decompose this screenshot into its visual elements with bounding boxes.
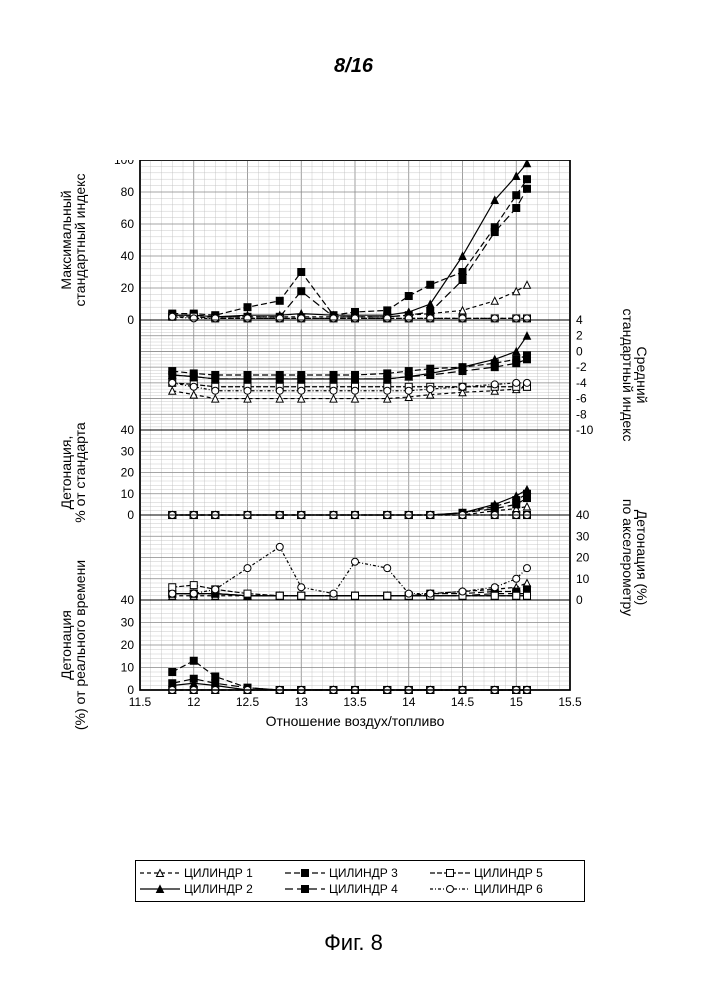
legend-item-c3: ЦИЛИНДР 3 bbox=[285, 866, 430, 880]
svg-text:15: 15 bbox=[510, 695, 524, 709]
svg-text:11.5: 11.5 bbox=[129, 695, 152, 709]
chart-container: 020406080100Максимальныйстандартный инде… bbox=[60, 160, 650, 840]
svg-text:-6: -6 bbox=[576, 392, 587, 406]
svg-text:14.5: 14.5 bbox=[451, 695, 475, 709]
svg-text:20: 20 bbox=[121, 466, 135, 480]
legend: ЦИЛИНДР 1ЦИЛИНДР 3ЦИЛИНДР 5ЦИЛИНДР 2ЦИЛИ… bbox=[135, 860, 585, 902]
svg-text:13.5: 13.5 bbox=[343, 695, 367, 709]
svg-text:стандартный индекс: стандартный индекс bbox=[72, 174, 88, 307]
legend-item-c4: ЦИЛИНДР 4 bbox=[285, 882, 430, 896]
svg-text:40: 40 bbox=[121, 423, 135, 437]
svg-text:80: 80 bbox=[121, 185, 135, 199]
svg-text:12.5: 12.5 bbox=[236, 695, 260, 709]
svg-text:% от стандарта: % от стандарта bbox=[72, 422, 88, 523]
svg-text:стандартный индекс: стандартный индекс bbox=[620, 309, 636, 442]
legend-item-c2: ЦИЛИНДР 2 bbox=[140, 882, 285, 896]
svg-text:20: 20 bbox=[576, 551, 590, 565]
svg-text:12: 12 bbox=[187, 695, 201, 709]
chart-svg: 020406080100Максимальныйстандартный инде… bbox=[60, 160, 650, 760]
svg-text:20: 20 bbox=[121, 281, 135, 295]
legend-item-c6: ЦИЛИНДР 6 bbox=[430, 882, 575, 896]
svg-text:40: 40 bbox=[576, 508, 590, 522]
svg-text:0: 0 bbox=[576, 593, 583, 607]
svg-text:30: 30 bbox=[121, 616, 135, 630]
svg-text:14: 14 bbox=[402, 695, 416, 709]
svg-text:-4: -4 bbox=[576, 376, 587, 390]
svg-text:100: 100 bbox=[114, 160, 134, 167]
svg-text:0: 0 bbox=[127, 508, 134, 522]
svg-text:60: 60 bbox=[121, 217, 135, 231]
svg-text:0: 0 bbox=[127, 313, 134, 327]
svg-text:15.5: 15.5 bbox=[558, 695, 582, 709]
legend-item-c1: ЦИЛИНДР 1 bbox=[140, 866, 285, 880]
legend-item-c5: ЦИЛИНДР 5 bbox=[430, 866, 575, 880]
svg-text:10: 10 bbox=[121, 661, 135, 675]
svg-text:по акселерометру: по акселерометру bbox=[620, 499, 636, 616]
svg-text:30: 30 bbox=[576, 529, 590, 543]
svg-text:Отношение воздух/топливо: Отношение воздух/топливо bbox=[266, 713, 445, 729]
svg-text:2: 2 bbox=[576, 329, 583, 343]
svg-text:0: 0 bbox=[576, 344, 583, 358]
svg-text:-10: -10 bbox=[576, 423, 594, 437]
svg-text:30: 30 bbox=[121, 444, 135, 458]
svg-text:(%) от реального времени: (%) от реального времени bbox=[72, 560, 88, 730]
svg-text:20: 20 bbox=[121, 638, 135, 652]
svg-text:10: 10 bbox=[576, 572, 590, 586]
svg-text:40: 40 bbox=[121, 593, 135, 607]
svg-text:-2: -2 bbox=[576, 360, 587, 374]
svg-text:10: 10 bbox=[121, 487, 135, 501]
svg-text:40: 40 bbox=[121, 249, 135, 263]
svg-text:13: 13 bbox=[295, 695, 309, 709]
figure-caption: Фиг. 8 bbox=[0, 930, 707, 956]
svg-text:-8: -8 bbox=[576, 407, 587, 421]
page-number: 8/16 bbox=[0, 55, 707, 78]
svg-text:4: 4 bbox=[576, 313, 583, 327]
